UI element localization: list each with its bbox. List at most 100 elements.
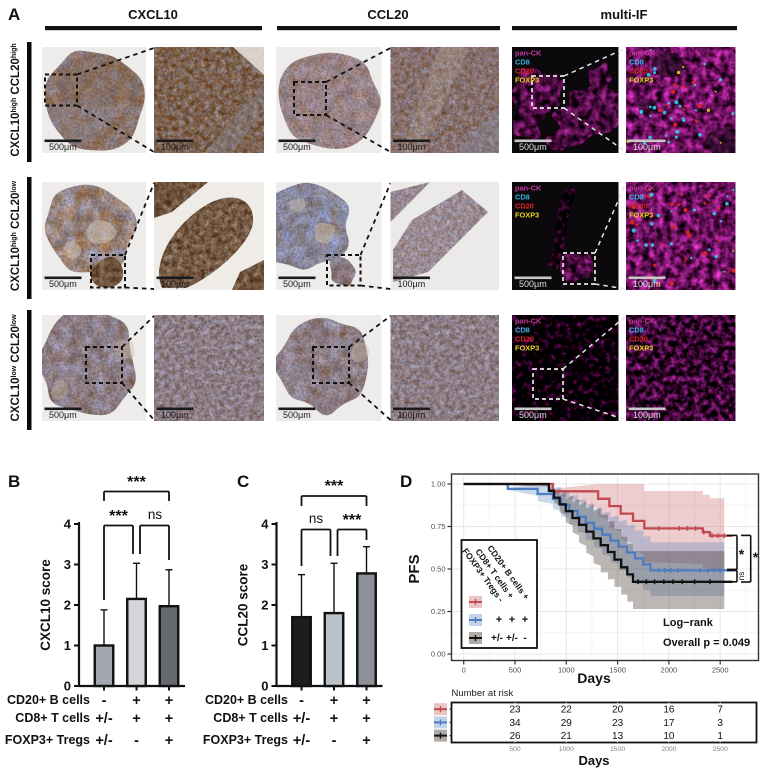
svg-text:0.00: 0.00 — [431, 650, 446, 659]
svg-text:2: 2 — [261, 598, 268, 613]
svg-text:-: - — [102, 693, 107, 709]
svg-text:***: *** — [109, 508, 128, 525]
svg-text:500μm: 500μm — [49, 279, 77, 289]
svg-text:3: 3 — [717, 718, 723, 729]
svg-text:2: 2 — [64, 598, 71, 613]
svg-text:B: B — [8, 472, 20, 491]
svg-text:13: 13 — [612, 731, 624, 742]
svg-text:+: + — [165, 693, 173, 709]
svg-text:Overall p = 0.049: Overall p = 0.049 — [663, 637, 750, 649]
svg-text:FOXP3: FOXP3 — [629, 211, 653, 220]
svg-text:1: 1 — [261, 638, 268, 653]
svg-text:1500: 1500 — [610, 746, 625, 753]
svg-text:CCL20: CCL20 — [367, 7, 408, 22]
svg-text:-: - — [332, 733, 337, 749]
svg-text:2500: 2500 — [712, 666, 729, 675]
svg-text:CCL20 score: CCL20 score — [236, 563, 251, 646]
svg-text:16: 16 — [663, 705, 675, 716]
svg-text:CD20: CD20 — [515, 202, 534, 211]
svg-text:100μm: 100μm — [398, 279, 426, 289]
svg-text:FOXP3: FOXP3 — [629, 76, 653, 85]
svg-text:***: *** — [343, 512, 362, 529]
svg-text:CD8: CD8 — [515, 326, 530, 335]
svg-text:1: 1 — [717, 731, 723, 742]
svg-text:1: 1 — [64, 638, 71, 653]
svg-text:*: * — [739, 546, 745, 562]
svg-text:3: 3 — [261, 557, 268, 572]
svg-text:CD8: CD8 — [629, 58, 644, 67]
svg-text:+: + — [509, 614, 515, 626]
svg-text:100μm: 100μm — [398, 410, 426, 420]
svg-text:CD8+ T cells: CD8+ T cells — [213, 711, 288, 725]
svg-text:FOXP3+ Tregs: FOXP3+ Tregs — [203, 733, 288, 747]
svg-text:+: + — [132, 693, 140, 709]
svg-text:Log−rank: Log−rank — [663, 617, 714, 629]
svg-text:3: 3 — [64, 557, 71, 572]
svg-text:+/-: +/- — [95, 733, 112, 749]
svg-text:pan-CK: pan-CK — [515, 317, 542, 326]
svg-text:4: 4 — [64, 517, 72, 532]
svg-text:-: - — [134, 733, 139, 749]
svg-text:+: + — [362, 711, 370, 727]
svg-text:CXCL10low CCL20low: CXCL10low CCL20low — [10, 314, 22, 422]
svg-text:*: * — [753, 549, 759, 565]
svg-text:500μm: 500μm — [519, 279, 547, 289]
svg-text:CXCL10: CXCL10 — [128, 7, 178, 22]
svg-text:34: 34 — [509, 718, 521, 729]
svg-text:500μm: 500μm — [49, 142, 77, 152]
svg-text:4: 4 — [261, 517, 269, 532]
svg-text:100μm: 100μm — [161, 142, 189, 152]
svg-text:1000: 1000 — [559, 746, 574, 753]
svg-text:100μm: 100μm — [633, 142, 661, 152]
svg-text:Number at risk: Number at risk — [452, 688, 514, 699]
svg-text:500μm: 500μm — [283, 279, 311, 289]
svg-text:500μm: 500μm — [49, 410, 77, 420]
svg-text:ns: ns — [309, 511, 324, 526]
svg-text:1.00: 1.00 — [431, 480, 446, 489]
svg-text:+: + — [165, 711, 173, 727]
svg-text:pan-CK: pan-CK — [629, 49, 656, 58]
svg-text:+/-: +/- — [491, 633, 503, 644]
svg-text:100μm: 100μm — [633, 279, 661, 289]
svg-text:CD8: CD8 — [629, 326, 644, 335]
svg-text:CXCL10 score: CXCL10 score — [38, 559, 53, 651]
svg-text:multi-IF: multi-IF — [601, 7, 648, 22]
svg-text:500: 500 — [509, 666, 522, 675]
svg-text:29: 29 — [561, 718, 573, 729]
svg-text:FOXP3+ Tregs: FOXP3+ Tregs — [5, 733, 90, 747]
svg-text:D: D — [400, 472, 412, 491]
svg-text:***: *** — [325, 478, 344, 495]
svg-text:FOXP3: FOXP3 — [515, 76, 539, 85]
svg-text:CD20: CD20 — [515, 67, 534, 76]
svg-text:22: 22 — [561, 705, 573, 716]
svg-text:CD8: CD8 — [515, 58, 530, 67]
svg-text:0.75: 0.75 — [431, 522, 446, 531]
svg-text:CD20: CD20 — [629, 335, 648, 344]
svg-text:500μm: 500μm — [519, 142, 547, 152]
svg-text:26: 26 — [509, 731, 521, 742]
svg-text:+: + — [330, 693, 338, 709]
svg-text:FOXP3: FOXP3 — [515, 344, 539, 353]
svg-text:+: + — [362, 733, 370, 749]
svg-text:pan-CK: pan-CK — [515, 49, 542, 58]
svg-text:CD8+ T cells: CD8+ T cells — [15, 711, 90, 725]
svg-text:CD20+ B cells: CD20+ B cells — [7, 693, 90, 707]
svg-text:+/-: +/- — [95, 711, 112, 727]
svg-text:+: + — [132, 711, 140, 727]
svg-text:20: 20 — [612, 705, 624, 716]
svg-text:500μm: 500μm — [283, 410, 311, 420]
svg-text:500: 500 — [509, 746, 521, 753]
svg-text:+: + — [496, 614, 502, 626]
svg-text:17: 17 — [663, 718, 675, 729]
svg-text:Days: Days — [577, 670, 611, 686]
svg-text:-: - — [299, 693, 304, 709]
svg-text:100μm: 100μm — [161, 279, 189, 289]
svg-text:100μm: 100μm — [161, 410, 189, 420]
svg-text:2500: 2500 — [713, 746, 728, 753]
svg-text:1500: 1500 — [609, 666, 626, 675]
svg-text:2000: 2000 — [661, 666, 678, 675]
svg-text:CXCL10high CCL20high: CXCL10high CCL20high — [10, 43, 22, 156]
svg-text:PFS: PFS — [406, 554, 423, 583]
svg-text:pan-CK: pan-CK — [629, 184, 656, 193]
svg-text:2000: 2000 — [661, 746, 676, 753]
